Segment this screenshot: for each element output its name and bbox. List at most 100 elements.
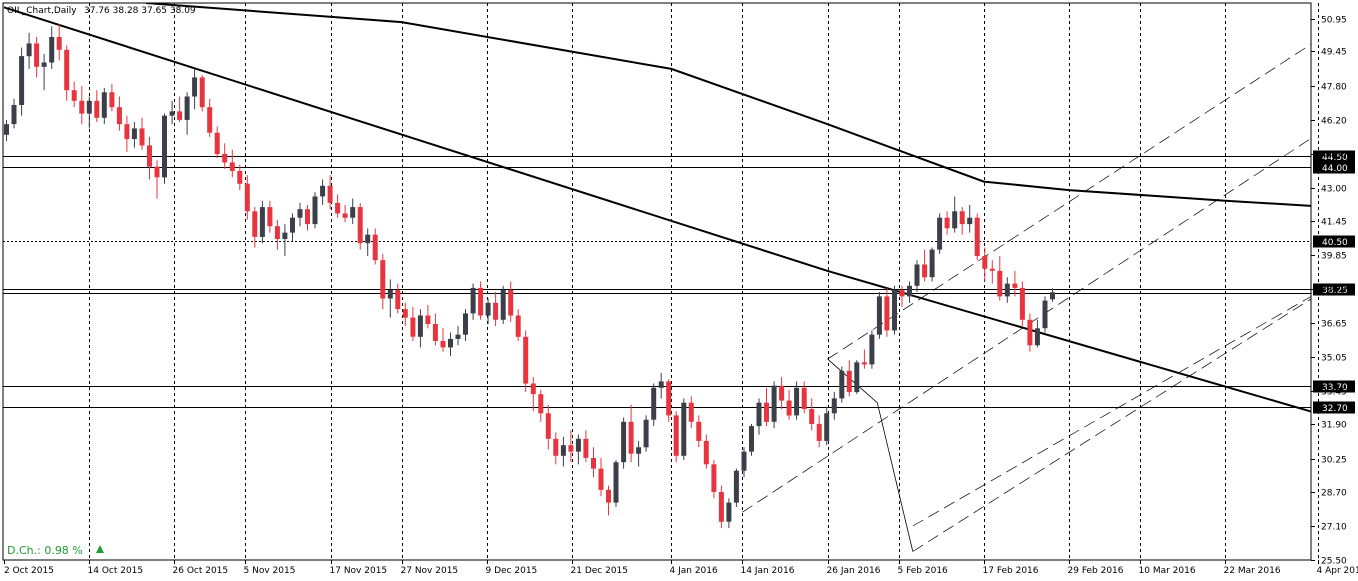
candle bbox=[779, 377, 785, 410]
candle-body bbox=[177, 111, 183, 120]
candle bbox=[49, 26, 55, 69]
x-tick-label: 9 Dec 2015 bbox=[486, 566, 538, 576]
candle-body bbox=[259, 207, 265, 237]
candle bbox=[290, 213, 295, 242]
candle-body bbox=[831, 398, 837, 414]
candle bbox=[4, 119, 9, 142]
candle-body bbox=[71, 90, 77, 101]
x-tick-label: 4 Apr 2016 bbox=[1317, 566, 1358, 576]
candle-body bbox=[892, 290, 897, 331]
candle bbox=[876, 292, 882, 339]
candle bbox=[79, 85, 85, 125]
candle-body bbox=[861, 362, 867, 365]
candle-body bbox=[199, 77, 205, 108]
candle bbox=[839, 366, 845, 403]
candle-body bbox=[538, 394, 544, 414]
candle-body bbox=[658, 381, 664, 388]
candle-body bbox=[147, 145, 152, 167]
candle-body bbox=[959, 211, 965, 225]
level-price-label: 38.25 bbox=[1322, 286, 1348, 296]
candle bbox=[764, 387, 769, 427]
candle bbox=[816, 415, 822, 448]
candle bbox=[305, 205, 310, 231]
candle-body bbox=[350, 207, 356, 218]
candle bbox=[199, 75, 205, 112]
candle bbox=[530, 377, 536, 412]
candle bbox=[252, 207, 258, 248]
y-tick-label: 25.50 bbox=[1321, 557, 1347, 567]
candle bbox=[350, 198, 356, 225]
candle bbox=[794, 381, 800, 420]
y-tick-label: 38.25 bbox=[1321, 286, 1347, 296]
candle-body bbox=[809, 409, 815, 424]
candle bbox=[914, 260, 920, 293]
candle-body bbox=[944, 217, 950, 229]
candle-body bbox=[237, 171, 243, 184]
candle-body bbox=[929, 249, 935, 278]
candle-body bbox=[19, 56, 25, 105]
y-tick-label: 35.05 bbox=[1321, 354, 1347, 364]
candle-body bbox=[666, 381, 672, 416]
y-tick-label: 27.10 bbox=[1321, 523, 1347, 533]
candle bbox=[94, 90, 100, 123]
candle bbox=[387, 279, 393, 318]
level-price-tag bbox=[1313, 150, 1355, 163]
candle bbox=[929, 247, 935, 282]
candle bbox=[244, 175, 250, 220]
candle-body bbox=[387, 290, 393, 299]
y-tick-label: 39.85 bbox=[1321, 252, 1347, 262]
candle bbox=[1034, 319, 1040, 348]
candle-body bbox=[229, 162, 235, 171]
candle bbox=[237, 164, 243, 191]
candle bbox=[1027, 313, 1033, 352]
candle bbox=[463, 309, 468, 341]
candle-body bbox=[508, 290, 514, 316]
candle bbox=[1042, 296, 1048, 333]
candle-body bbox=[779, 385, 785, 401]
candle-body bbox=[26, 43, 32, 57]
candle-body bbox=[613, 462, 619, 503]
candle bbox=[809, 398, 815, 431]
candle bbox=[101, 88, 107, 125]
candle-body bbox=[974, 217, 980, 256]
candle bbox=[455, 326, 461, 346]
candle-body bbox=[598, 468, 604, 490]
candle-body bbox=[402, 309, 408, 318]
candle-body bbox=[470, 287, 476, 314]
candle-body bbox=[839, 370, 845, 399]
candle-body bbox=[357, 207, 363, 244]
candle bbox=[666, 379, 672, 422]
candle-body bbox=[282, 232, 288, 239]
candle-body bbox=[606, 489, 611, 503]
candle-body bbox=[101, 92, 107, 118]
candle-body bbox=[703, 440, 709, 465]
candle bbox=[357, 202, 363, 250]
candle-body bbox=[455, 334, 461, 339]
candle-body bbox=[846, 370, 852, 393]
x-tick-label: 14 Oct 2015 bbox=[88, 566, 144, 576]
candle-body bbox=[952, 211, 958, 229]
candle bbox=[184, 92, 190, 135]
candle-body bbox=[432, 324, 438, 341]
candle-body bbox=[591, 458, 596, 469]
candle-body bbox=[56, 37, 62, 50]
channel-lower-line bbox=[912, 296, 1311, 527]
candle-body bbox=[4, 124, 9, 135]
plot-frame bbox=[2, 2, 1312, 561]
candle bbox=[591, 447, 596, 478]
candle bbox=[177, 96, 183, 123]
candle-body bbox=[515, 315, 521, 337]
candle-body bbox=[696, 421, 702, 441]
candle-body bbox=[79, 100, 85, 114]
candle bbox=[538, 389, 544, 422]
candle bbox=[628, 404, 634, 463]
candle-body bbox=[493, 302, 499, 320]
candle-body bbox=[1012, 283, 1018, 288]
candle bbox=[41, 54, 47, 91]
candle-body bbox=[711, 464, 717, 492]
x-tick-label: 27 Nov 2015 bbox=[401, 566, 459, 576]
candle-body bbox=[1050, 292, 1055, 300]
candle-body bbox=[967, 217, 973, 225]
candle bbox=[432, 313, 438, 346]
